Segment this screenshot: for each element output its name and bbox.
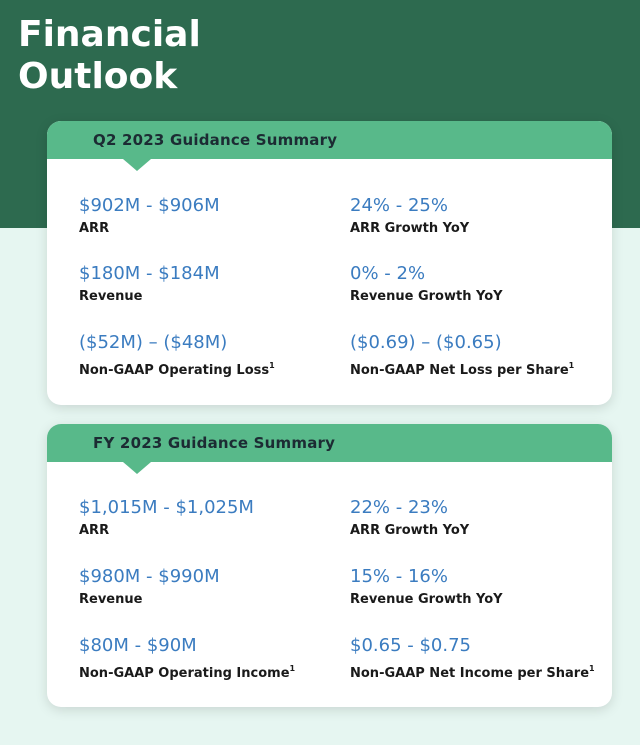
card-title: FY 2023 Guidance Summary xyxy=(93,434,336,452)
metric-label: Non-GAAP Net Loss per Share1 xyxy=(350,361,575,378)
metric-value: $980M - $990M xyxy=(79,566,220,587)
footnote-marker: 1 xyxy=(589,664,595,673)
metric-value: 0% - 2% xyxy=(350,263,426,284)
metric-revenue-growth: 0% - 2% Revenue Growth YoY xyxy=(350,263,503,305)
metric-value: 15% - 16% xyxy=(350,566,448,587)
metric-label: ARR xyxy=(79,221,110,236)
metric-label: Revenue Growth YoY xyxy=(350,592,503,607)
metric-operating-loss: ($52M) – ($48M) Non-GAAP Operating Loss1 xyxy=(79,332,275,379)
metric-value: ($0.69) – ($0.65) xyxy=(350,332,502,353)
metric-value: $180M - $184M xyxy=(79,263,220,284)
metric-label: Non-GAAP Operating Income1 xyxy=(79,664,296,681)
metric-value: $902M - $906M xyxy=(79,195,220,216)
metric-label: ARR Growth YoY xyxy=(350,523,470,538)
metric-arr: $1,015M - $1,025M ARR xyxy=(79,497,254,539)
metric-value: $80M - $90M xyxy=(79,635,197,656)
metric-value: $0.65 - $0.75 xyxy=(350,635,471,656)
card-header: Q2 2023 Guidance Summary xyxy=(47,121,612,171)
guidance-card-q2: Q2 2023 Guidance Summary $902M - $906M A… xyxy=(47,121,612,405)
card-header: FY 2023 Guidance Summary xyxy=(47,424,612,474)
guidance-card-fy: FY 2023 Guidance Summary $1,015M - $1,02… xyxy=(47,424,612,707)
metric-revenue: $180M - $184M Revenue xyxy=(79,263,220,305)
metric-label: Non-GAAP Net Income per Share1 xyxy=(350,664,595,681)
metric-arr-growth: 24% - 25% ARR Growth YoY xyxy=(350,195,469,237)
footnote-marker: 1 xyxy=(269,361,275,370)
metric-label: Revenue xyxy=(79,592,143,607)
footnote-marker: 1 xyxy=(289,664,296,673)
metric-revenue: $980M - $990M Revenue xyxy=(79,566,220,608)
page-title-line-1: Financial xyxy=(18,14,201,55)
metric-label: ARR xyxy=(79,523,110,538)
metric-arr-growth: 22% - 23% ARR Growth YoY xyxy=(350,497,469,539)
metric-label: Revenue Growth YoY xyxy=(350,289,503,304)
page-title: Financial Outlook xyxy=(18,14,201,98)
metric-label: Non-GAAP Operating Loss1 xyxy=(79,361,275,378)
metric-net-loss-per-share: ($0.69) – ($0.65) Non-GAAP Net Loss per … xyxy=(350,332,574,379)
metric-value: 22% - 23% xyxy=(350,497,448,518)
card-title: Q2 2023 Guidance Summary xyxy=(93,131,338,149)
footnote-marker: 1 xyxy=(568,361,575,370)
metric-revenue-growth: 15% - 16% Revenue Growth YoY xyxy=(350,566,503,608)
metric-value: ($52M) – ($48M) xyxy=(79,332,228,353)
metric-operating-income: $80M - $90M Non-GAAP Operating Income1 xyxy=(79,635,295,682)
metric-net-income-per-share: $0.65 - $0.75 Non-GAAP Net Income per Sh… xyxy=(350,635,595,682)
metric-value: 24% - 25% xyxy=(350,195,448,216)
page-title-line-2: Outlook xyxy=(18,56,178,97)
metric-label: Revenue xyxy=(79,289,143,304)
metric-value: $1,015M - $1,025M xyxy=(79,497,254,518)
metric-arr: $902M - $906M ARR xyxy=(79,195,220,237)
metric-label: ARR Growth YoY xyxy=(350,221,470,236)
